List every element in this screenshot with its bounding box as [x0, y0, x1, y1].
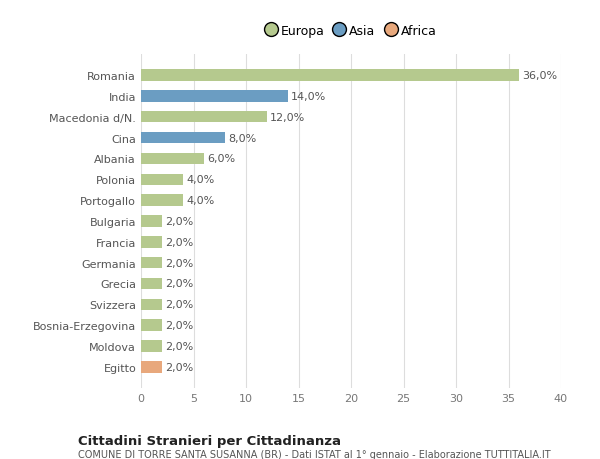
Bar: [141, 341, 162, 352]
Bar: [141, 299, 162, 310]
Bar: [141, 257, 162, 269]
Text: 2,0%: 2,0%: [165, 362, 193, 372]
Text: 2,0%: 2,0%: [165, 341, 193, 351]
Bar: [141, 195, 183, 207]
Legend: Europa, Asia, Africa: Europa, Asia, Africa: [262, 22, 440, 42]
Text: 4,0%: 4,0%: [186, 175, 214, 185]
Bar: [141, 216, 162, 227]
Text: 6,0%: 6,0%: [207, 154, 235, 164]
Text: Cittadini Stranieri per Cittadinanza: Cittadini Stranieri per Cittadinanza: [78, 434, 341, 447]
Bar: [141, 174, 183, 185]
Bar: [141, 70, 519, 82]
Text: 4,0%: 4,0%: [186, 196, 214, 206]
Bar: [141, 361, 162, 373]
Text: COMUNE DI TORRE SANTA SUSANNA (BR) - Dati ISTAT al 1° gennaio - Elaborazione TUT: COMUNE DI TORRE SANTA SUSANNA (BR) - Dat…: [78, 449, 551, 459]
Text: 2,0%: 2,0%: [165, 320, 193, 330]
Bar: [141, 278, 162, 290]
Text: 2,0%: 2,0%: [165, 237, 193, 247]
Text: 2,0%: 2,0%: [165, 300, 193, 310]
Bar: [141, 153, 204, 165]
Bar: [141, 236, 162, 248]
Text: 14,0%: 14,0%: [291, 92, 326, 102]
Text: 2,0%: 2,0%: [165, 279, 193, 289]
Text: 36,0%: 36,0%: [522, 71, 557, 81]
Text: 8,0%: 8,0%: [228, 133, 256, 143]
Bar: [141, 133, 225, 144]
Bar: [141, 91, 288, 102]
Text: 2,0%: 2,0%: [165, 217, 193, 226]
Bar: [141, 112, 267, 123]
Text: 2,0%: 2,0%: [165, 258, 193, 268]
Bar: [141, 320, 162, 331]
Text: 12,0%: 12,0%: [270, 112, 305, 123]
